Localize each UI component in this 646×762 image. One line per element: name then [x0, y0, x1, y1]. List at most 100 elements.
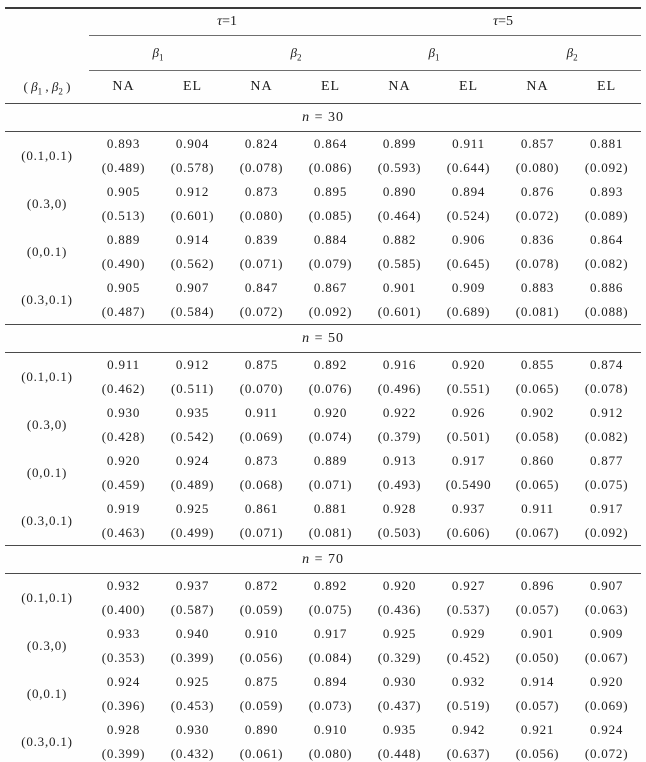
error-cell: (0.459) [101, 477, 146, 492]
tau-header-row: τ=1 τ=5 [5, 8, 642, 36]
error-cell: (0.061) [239, 746, 284, 761]
value-cell: 0.942 [451, 722, 486, 737]
value-cell: 0.925 [175, 674, 210, 689]
method-header-row: ( β1 , β2 ) NA EL NA EL NA EL NA EL [5, 70, 642, 104]
value-cell: 0.902 [520, 405, 555, 420]
value-cell: 0.921 [520, 722, 555, 737]
value-cell: 0.889 [313, 453, 348, 468]
error-cell: (0.065) [515, 477, 560, 492]
error-cell: (0.513) [101, 208, 146, 223]
error-cell: (0.601) [377, 304, 422, 319]
error-cell: (0.075) [584, 477, 629, 492]
error-cell: (0.056) [515, 746, 560, 761]
value-cell: 0.917 [313, 626, 348, 641]
table-row: (0.399) (0.432) (0.061) (0.080) (0.448) (0.63… [5, 742, 641, 762]
table-row: (0.353) (0.399) (0.056) (0.084) (0.329) (0.45… [5, 646, 641, 670]
value-cell: 0.839 [244, 232, 279, 247]
table-row: (0.463) (0.499) (0.071) (0.081) (0.503) (0.60… [5, 521, 641, 546]
stub-header: ( β1 , β2 ) [5, 70, 89, 104]
value-cell: 0.894 [451, 184, 486, 199]
group-label: (0.1,0.1) [21, 148, 73, 163]
value-cell: 0.907 [589, 578, 624, 593]
value-cell: 0.935 [382, 722, 417, 737]
value-cell: 0.917 [451, 453, 486, 468]
error-cell: (0.080) [515, 160, 560, 175]
value-cell: 0.911 [107, 357, 140, 372]
error-cell: (0.432) [170, 746, 215, 761]
value-cell: 0.911 [521, 501, 554, 516]
error-cell: (0.585) [377, 256, 422, 271]
table-row: (0,0.1) 0.924 0.925 0.875 0.894 0.930 0.932 0.9… [5, 670, 641, 701]
value-cell: 0.922 [382, 405, 417, 420]
value-cell: 0.919 [106, 501, 141, 516]
error-cell: (0.637) [446, 746, 491, 761]
error-cell: (0.080) [308, 746, 353, 761]
error-cell: (0.076) [308, 381, 353, 396]
error-cell: (0.396) [101, 698, 146, 713]
table-row: (0.428) (0.542) (0.069) (0.074) (0.379) (0.50… [5, 425, 641, 449]
error-cell: (0.072) [584, 746, 629, 761]
error-cell: (0.068) [239, 477, 284, 492]
error-cell: (0.069) [584, 698, 629, 713]
error-cell: (0.353) [101, 650, 146, 665]
method-col-header: EL [572, 70, 642, 104]
group-label: (0.1,0.1) [21, 590, 73, 605]
value-cell: 0.892 [313, 578, 348, 593]
value-cell: 0.929 [451, 626, 486, 641]
tau-5-group-header: τ=5 [365, 8, 642, 36]
error-cell: (0.462) [101, 381, 146, 396]
group-label: (0,0.1) [26, 244, 68, 259]
error-cell: (0.086) [308, 160, 353, 175]
value-cell: 0.860 [520, 453, 555, 468]
group-label: (0.3,0) [26, 417, 68, 432]
error-cell: (0.092) [584, 160, 629, 175]
value-cell: 0.937 [175, 578, 210, 593]
value-cell: 0.912 [175, 184, 210, 199]
value-cell: 0.910 [313, 722, 348, 737]
table-row: (0.1,0.1) 0.911 0.912 0.875 0.892 0.916 0.920 0… [5, 353, 641, 384]
value-cell: 0.933 [106, 626, 141, 641]
error-cell: (0.059) [239, 698, 284, 713]
group-label: (0.1,0.1) [21, 369, 73, 384]
error-cell: (0.058) [515, 429, 560, 444]
value-cell: 0.904 [175, 136, 210, 151]
value-cell: 0.912 [589, 405, 624, 420]
error-cell: (0.092) [584, 525, 629, 540]
simulation-results-table: τ=1 τ=5 β1 β2 β1 β2 ( β1 , β2 ) NA EL NA… [5, 7, 642, 762]
error-cell: (0.071) [308, 477, 353, 492]
error-cell: (0.092) [308, 304, 353, 319]
error-cell: (0.501) [446, 429, 491, 444]
value-cell: 0.873 [244, 184, 279, 199]
table-row: (0.1,0.1) 0.893 0.904 0.824 0.864 0.899 0.911 0… [5, 132, 641, 163]
method-col-header: NA [365, 70, 435, 104]
value-cell: 0.899 [382, 136, 417, 151]
error-cell: (0.436) [377, 602, 422, 617]
error-cell: (0.593) [377, 160, 422, 175]
value-cell: 0.836 [520, 232, 555, 247]
error-cell: (0.065) [515, 381, 560, 396]
value-cell: 0.889 [106, 232, 141, 247]
table-row: (0.3,0) 0.933 0.940 0.910 0.917 0.925 0.929 0.9… [5, 622, 641, 653]
value-cell: 0.935 [175, 405, 210, 420]
method-col-header: NA [89, 70, 158, 104]
value-cell: 0.930 [106, 405, 141, 420]
group-label: (0.3,0) [26, 638, 68, 653]
table-row: (0.396) (0.453) (0.059) (0.073) (0.437) (0.51… [5, 694, 641, 718]
error-cell: (0.085) [308, 208, 353, 223]
error-cell: (0.428) [101, 429, 146, 444]
value-cell: 0.925 [175, 501, 210, 516]
error-cell: (0.524) [446, 208, 491, 223]
error-cell: (0.503) [377, 525, 422, 540]
tau-1-group-header: τ=1 [89, 8, 366, 36]
group-label: (0.3,0.1) [21, 292, 73, 307]
error-cell: (0.463) [101, 525, 146, 540]
value-cell: 0.890 [382, 184, 417, 199]
error-cell: (0.081) [515, 304, 560, 319]
error-cell: (0.537) [446, 602, 491, 617]
value-cell: 0.857 [520, 136, 555, 151]
value-cell: 0.927 [451, 578, 486, 593]
value-cell: 0.912 [175, 357, 210, 372]
table-row: (0.3,0.1) 0.905 0.907 0.847 0.867 0.901 0.909 0… [5, 276, 641, 307]
error-cell: (0.079) [308, 256, 353, 271]
